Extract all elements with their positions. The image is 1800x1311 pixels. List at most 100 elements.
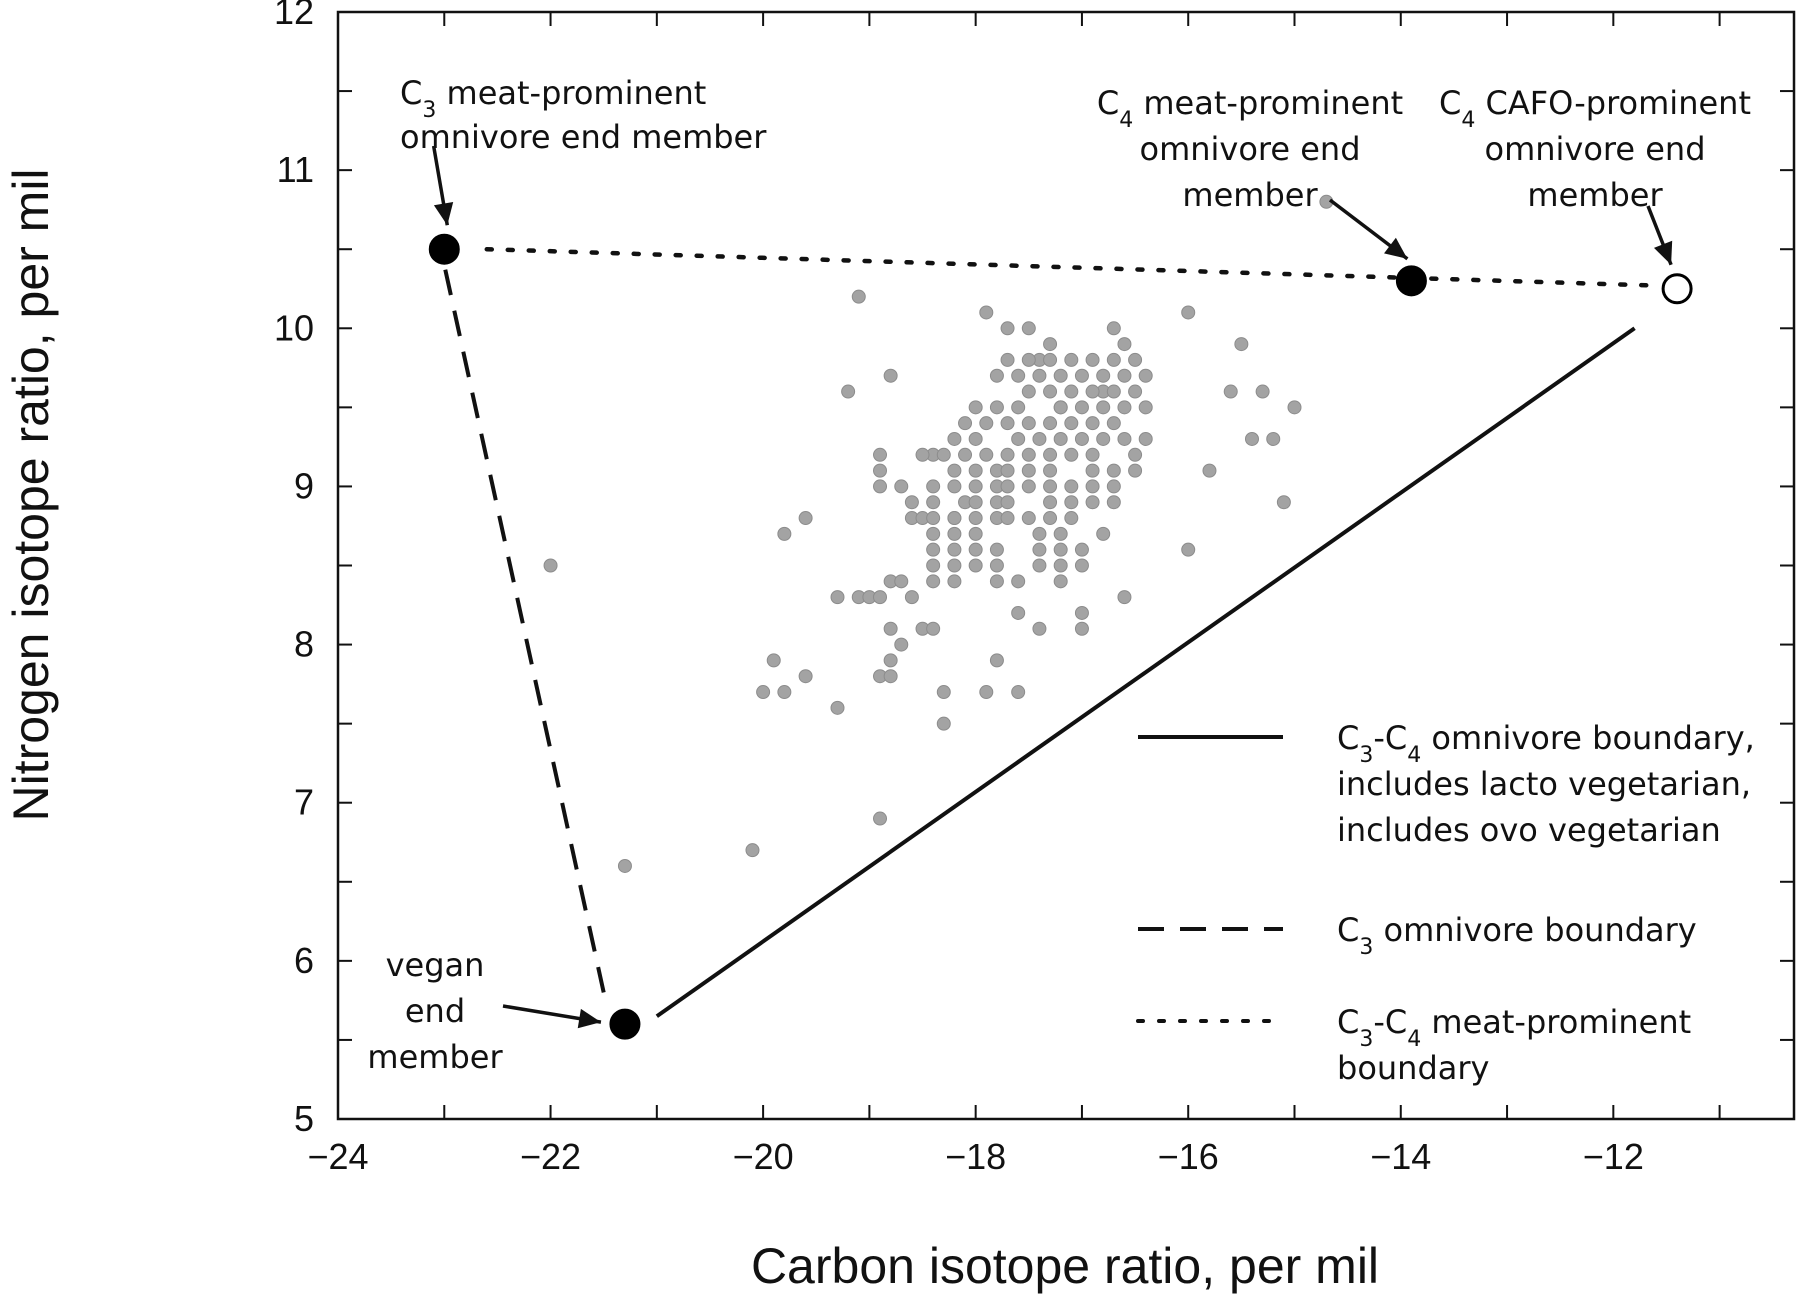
data-point xyxy=(1021,321,1036,336)
data-point xyxy=(926,542,941,557)
data-point xyxy=(1064,352,1079,367)
end-member-label: C4 CAFO-prominent xyxy=(1439,84,1751,133)
data-point xyxy=(1043,416,1058,431)
data-point xyxy=(947,463,962,478)
data-point xyxy=(1128,463,1143,478)
data-point xyxy=(926,574,941,589)
data-point xyxy=(883,368,898,383)
data-point xyxy=(1000,416,1015,431)
data-point xyxy=(1106,463,1121,478)
data-point xyxy=(1234,337,1249,352)
legend-label: includes lacto vegetarian, xyxy=(1337,765,1751,803)
y-tick-label: 12 xyxy=(274,0,314,32)
end-member-label: end xyxy=(405,992,465,1030)
data-point xyxy=(1064,495,1079,510)
arrow-head xyxy=(1653,240,1673,265)
data-point xyxy=(1000,321,1015,336)
data-point xyxy=(926,526,941,541)
data-point xyxy=(1032,542,1047,557)
data-point xyxy=(830,700,845,715)
data-point xyxy=(1032,558,1047,573)
data-point xyxy=(830,590,845,605)
end-member-label: vegan xyxy=(386,946,485,984)
end-member-marker xyxy=(428,233,460,265)
data-point xyxy=(1276,495,1291,510)
x-tick-label: −22 xyxy=(520,1136,581,1177)
data-point xyxy=(926,621,941,636)
data-point xyxy=(968,479,983,494)
data-point xyxy=(1032,621,1047,636)
data-point xyxy=(958,447,973,462)
data-point xyxy=(1053,542,1068,557)
data-point xyxy=(756,685,771,700)
data-point xyxy=(1000,495,1015,510)
data-point xyxy=(1181,305,1196,320)
data-point xyxy=(1043,479,1058,494)
data-point xyxy=(777,526,792,541)
data-point xyxy=(1000,352,1015,367)
y-tick-label: 9 xyxy=(294,465,314,506)
data-point xyxy=(1117,368,1132,383)
data-point xyxy=(979,447,994,462)
data-point xyxy=(1064,416,1079,431)
data-point xyxy=(989,542,1004,557)
data-point xyxy=(968,495,983,510)
data-point xyxy=(1000,511,1015,526)
data-point xyxy=(1106,321,1121,336)
data-point xyxy=(873,811,888,826)
y-tick-label: 11 xyxy=(277,149,314,190)
data-point xyxy=(873,590,888,605)
data-point xyxy=(1085,463,1100,478)
data-point xyxy=(1011,431,1026,446)
end-member-label: C3 meat-prominent xyxy=(400,74,706,123)
data-point xyxy=(1064,479,1079,494)
data-point xyxy=(915,447,930,462)
data-point xyxy=(936,716,951,731)
data-point xyxy=(1043,447,1058,462)
data-point xyxy=(989,558,1004,573)
data-point xyxy=(1266,431,1281,446)
data-point xyxy=(1021,463,1036,478)
data-point xyxy=(1011,368,1026,383)
data-point xyxy=(989,574,1004,589)
data-point xyxy=(1106,495,1121,510)
x-tick-label: −24 xyxy=(307,1136,368,1177)
data-point xyxy=(745,843,760,858)
data-point xyxy=(1074,368,1089,383)
data-point xyxy=(1085,447,1100,462)
data-point xyxy=(1011,605,1026,620)
data-point xyxy=(926,479,941,494)
data-point xyxy=(904,590,919,605)
data-point xyxy=(1096,431,1111,446)
data-point xyxy=(1074,431,1089,446)
data-point xyxy=(1128,352,1143,367)
data-point xyxy=(1096,526,1111,541)
data-point xyxy=(1043,384,1058,399)
data-point xyxy=(1032,431,1047,446)
x-tick-label: −18 xyxy=(945,1136,1006,1177)
data-point xyxy=(947,511,962,526)
boundary-dotted xyxy=(484,246,1659,288)
data-point xyxy=(894,574,909,589)
data-point xyxy=(968,400,983,415)
data-point xyxy=(1021,384,1036,399)
data-point xyxy=(1011,685,1026,700)
data-point xyxy=(1085,479,1100,494)
data-point xyxy=(873,463,888,478)
data-point xyxy=(1085,384,1100,399)
data-point xyxy=(926,495,941,510)
data-point xyxy=(1053,400,1068,415)
data-point xyxy=(936,447,951,462)
y-tick-label: 6 xyxy=(294,940,314,981)
data-point xyxy=(947,542,962,557)
data-point xyxy=(894,479,909,494)
data-point xyxy=(851,289,866,304)
data-point xyxy=(798,511,813,526)
data-point xyxy=(1106,352,1121,367)
data-point xyxy=(1128,384,1143,399)
data-point xyxy=(883,653,898,668)
x-tick-label: −14 xyxy=(1370,1136,1431,1177)
data-point xyxy=(617,858,632,873)
data-point xyxy=(947,431,962,446)
